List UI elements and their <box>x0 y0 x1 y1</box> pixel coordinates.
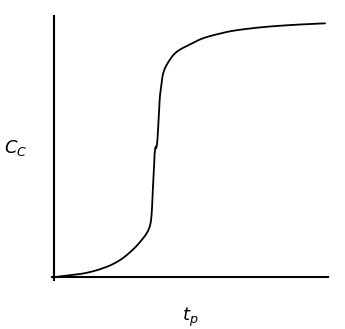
Text: $C_C$: $C_C$ <box>4 138 28 158</box>
Text: $t_p$: $t_p$ <box>181 306 198 329</box>
